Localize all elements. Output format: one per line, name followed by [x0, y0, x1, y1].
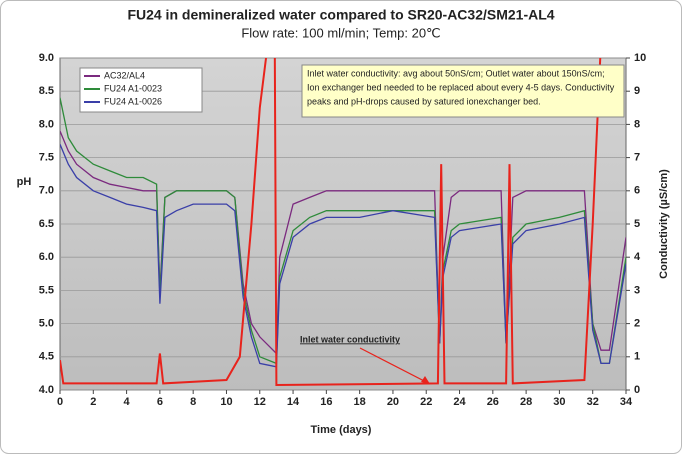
x-tick-label: 32 — [587, 396, 599, 408]
x-tick-label: 4 — [124, 396, 131, 408]
x-tick-label: 28 — [520, 396, 532, 408]
y2-tick-label: 9 — [634, 85, 640, 97]
y2-tick-label: 6 — [634, 185, 640, 197]
y2-tick-label: 7 — [634, 152, 640, 164]
series-line — [60, 144, 626, 368]
x-tick-label: 30 — [553, 396, 565, 408]
series-line — [60, 97, 626, 365]
y-tick-label: 7.0 — [39, 185, 54, 197]
annotation-text: peaks and pH-drops caused by satured ion… — [307, 96, 541, 106]
x-tick-label: 24 — [453, 396, 466, 408]
y2-tick-label: 10 — [634, 52, 646, 64]
x-tick-label: 6 — [157, 396, 163, 408]
series-annotation: Inlet water conductivity — [300, 334, 400, 344]
x-tick-label: 8 — [190, 396, 196, 408]
y2-tick-label: 4 — [634, 251, 641, 263]
y-tick-label: 7.5 — [39, 152, 54, 164]
y-tick-label: 4.0 — [39, 384, 54, 396]
chart-subtitle: Flow rate: 100 ml/min; Temp: 20℃ — [241, 25, 440, 40]
x-tick-label: 34 — [620, 396, 633, 408]
series-line — [60, 58, 602, 387]
x-tick-label: 20 — [387, 396, 399, 408]
y-tick-label: 5.5 — [39, 284, 54, 296]
y-tick-label: 8.5 — [39, 85, 54, 97]
annotation-box — [301, 64, 625, 118]
legend-label: FU24 A1-0026 — [104, 96, 162, 106]
y2-tick-label: 2 — [634, 318, 640, 330]
x-tick-label: 26 — [487, 396, 499, 408]
y-tick-label: 8.0 — [39, 118, 54, 130]
x-tick-label: 0 — [57, 396, 63, 408]
annotation-text: Inlet water conductivity: avg about 50nS… — [307, 68, 605, 78]
y2-axis-label: Conductivity (µS/cm) — [658, 169, 670, 279]
x-tick-label: 12 — [254, 396, 266, 408]
y2-tick-label: 5 — [634, 218, 640, 230]
y2-tick-label: 8 — [634, 118, 640, 130]
y2-tick-label: 1 — [634, 351, 640, 363]
legend — [79, 67, 203, 113]
x-tick-label: 22 — [420, 396, 432, 408]
y2-tick-label: 3 — [634, 284, 640, 296]
y-tick-label: 4.5 — [39, 351, 54, 363]
arrowhead — [421, 376, 430, 384]
x-tick-label: 10 — [220, 396, 232, 408]
chart-title: FU24 in demineralized water compared to … — [127, 7, 554, 23]
y-tick-label: 6.0 — [39, 251, 54, 263]
y-tick-label: 5.0 — [39, 318, 54, 330]
x-tick-label: 16 — [320, 396, 332, 408]
annotation-text: Ion exchanger bed needed to be replaced … — [307, 82, 615, 92]
x-tick-label: 14 — [287, 396, 300, 408]
y-axis-label: pH — [17, 176, 32, 188]
y-tick-label: 6.5 — [39, 218, 54, 230]
x-axis-label: Time (days) — [311, 424, 372, 436]
legend-label: FU24 A1-0023 — [104, 83, 162, 93]
x-tick-label: 2 — [90, 396, 96, 408]
x-tick-label: 18 — [354, 396, 366, 408]
y-tick-label: 9.0 — [39, 52, 54, 64]
series-lines — [60, 58, 626, 387]
y2-tick-label: 0 — [634, 384, 640, 396]
series-line — [60, 130, 626, 356]
annotation-arrow — [359, 347, 431, 385]
legend-label: AC32/AL4 — [104, 70, 145, 80]
